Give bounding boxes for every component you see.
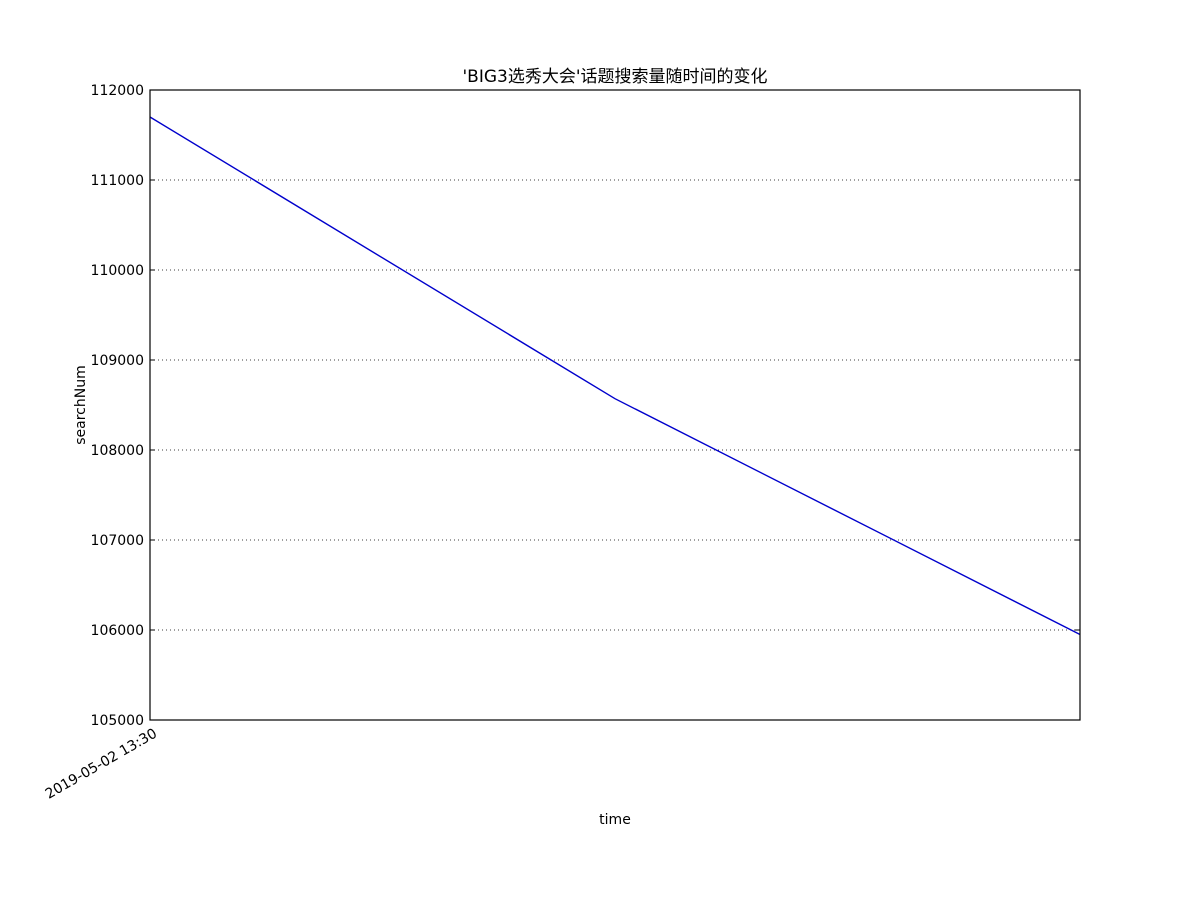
y-axis-title: searchNum (73, 365, 89, 445)
y-tick-label: 105000 (91, 713, 144, 729)
y-tick-label: 109000 (91, 353, 144, 369)
x-axis-title: time (599, 812, 631, 828)
y-tick-label: 107000 (91, 533, 144, 549)
chart-title: 'BIG3选秀大会'话题搜索量随时间的变化 (462, 67, 767, 87)
grid-lines (150, 179, 1080, 631)
y-tick-label: 112000 (91, 83, 144, 99)
y-tick-label: 110000 (91, 263, 144, 279)
plot-area-frame (149, 89, 1081, 721)
y-axis: 105000 106000 107000 108000 109000 110000 1110… (91, 83, 1080, 729)
y-tick-label: 111000 (91, 173, 144, 189)
y-tick-label: 108000 (91, 443, 144, 459)
y-tick-label: 106000 (91, 623, 144, 639)
